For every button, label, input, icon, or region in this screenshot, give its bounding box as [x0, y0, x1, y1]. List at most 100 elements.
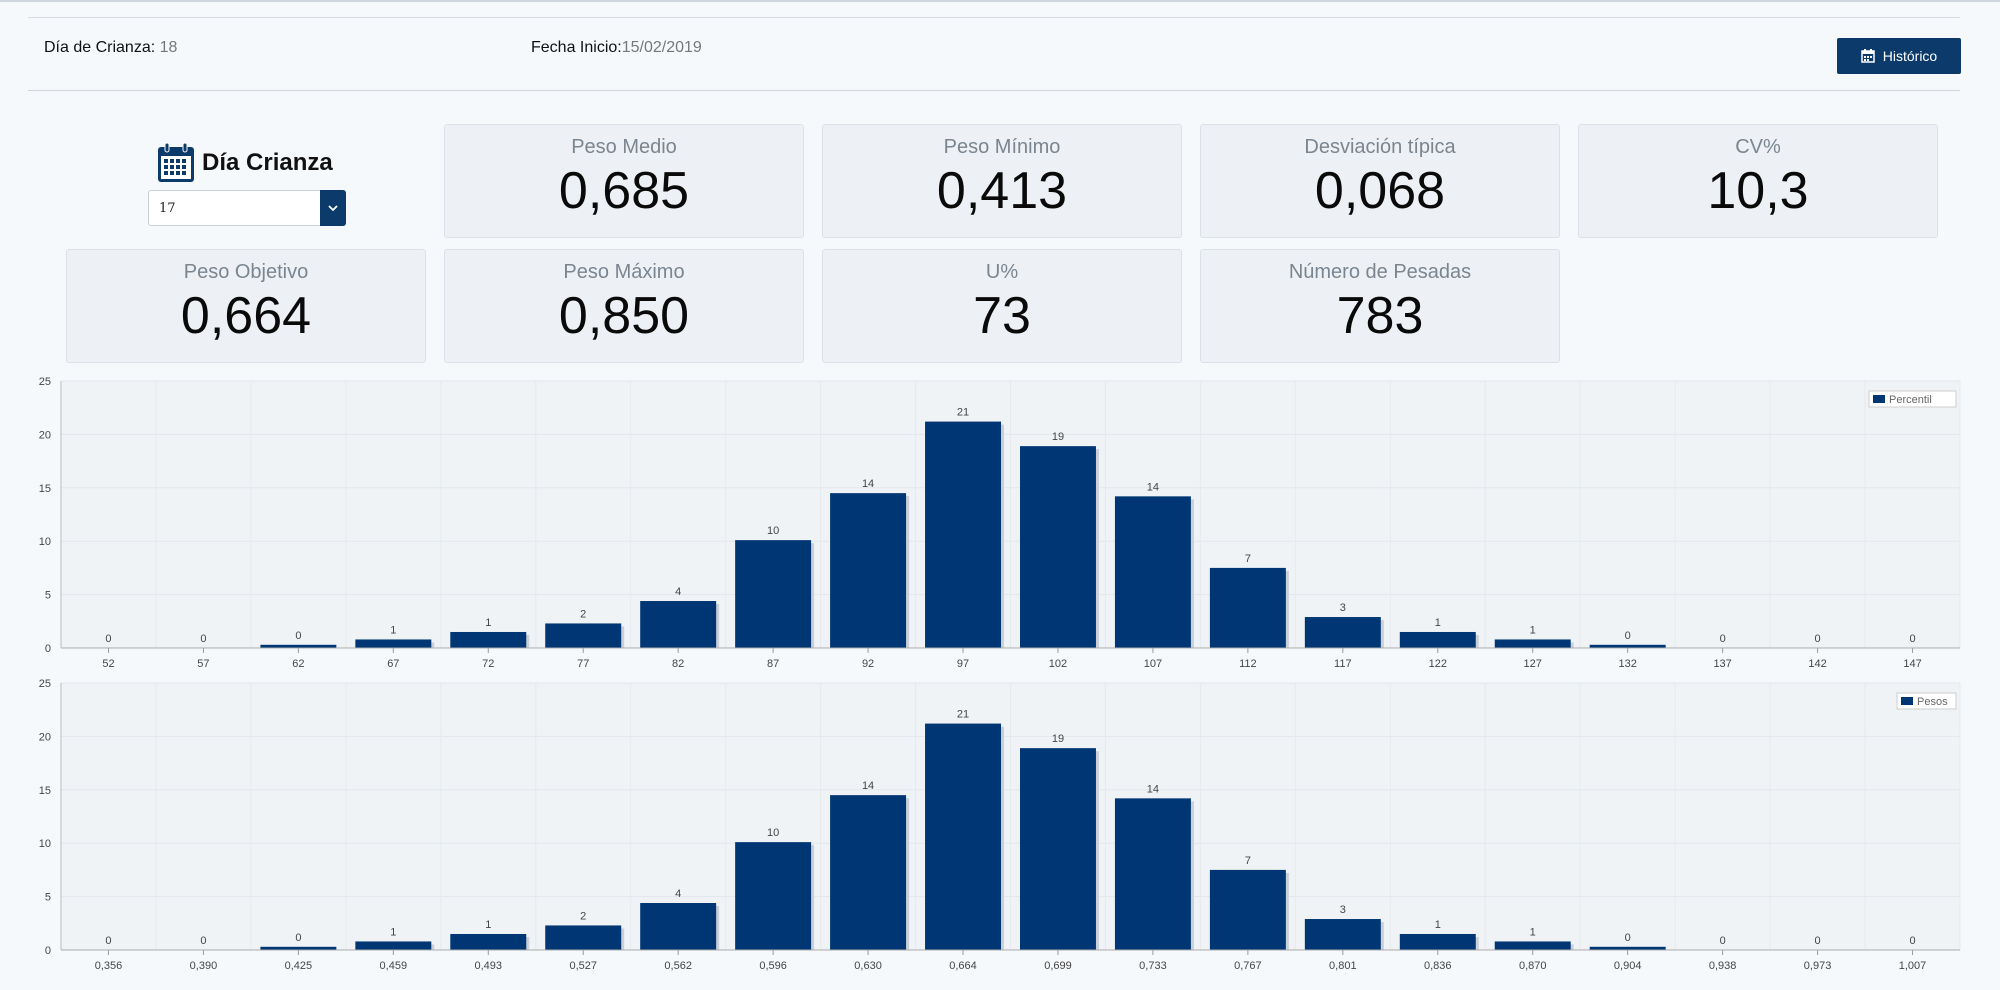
legend-box	[1868, 390, 1957, 408]
top-border	[0, 0, 2000, 2]
data-label: 0	[200, 633, 206, 645]
bar	[1399, 631, 1476, 648]
bar	[1209, 567, 1286, 648]
data-label: 1	[390, 926, 396, 938]
x-tick-label: 97	[957, 658, 969, 670]
desviacion-value: 0,068	[1314, 162, 1446, 220]
data-label: 14	[1147, 481, 1159, 493]
x-tick-label: 67	[387, 658, 399, 670]
peso-medio-label: Peso Medio	[571, 136, 677, 158]
data-label: 10	[767, 525, 779, 537]
legend-swatch	[1901, 697, 1913, 705]
x-tick-label: 0,562	[664, 960, 692, 972]
x-tick-label: 0,425	[285, 960, 313, 972]
x-tick-label: 77	[577, 658, 589, 670]
percentil-chart-svg: 0510152025052057062167172277482108714922…	[39, 376, 1961, 670]
bar	[640, 903, 717, 950]
x-tick-label: 0,801	[1329, 960, 1357, 972]
data-label: 0	[105, 633, 111, 645]
page-header: Día de Crianza: 18 Fecha Inicio:15/02/20…	[28, 17, 1961, 91]
card-desviacion: Desviación típica 0,068	[1200, 124, 1560, 238]
bar	[545, 925, 622, 950]
bar	[830, 795, 907, 950]
percentil-chart: 0 5 10 15 20 25 0 52 0 57 0 62 1 67 1 72 2 77 4 82 10 87 14 92 2…	[0, 372, 2000, 672]
data-label: 21	[957, 407, 969, 419]
x-tick-label: 0,493	[475, 960, 503, 972]
fecha-inicio-label: Fecha Inicio:	[531, 39, 622, 56]
bar	[735, 842, 812, 950]
data-label: 0	[295, 932, 301, 944]
bar	[1589, 946, 1666, 950]
y-tick-label: 20	[39, 731, 51, 743]
data-label: 4	[675, 586, 681, 598]
x-tick-label: 0,596	[759, 960, 787, 972]
bar	[1304, 919, 1381, 950]
data-label: 0	[1815, 935, 1821, 947]
data-label: 0	[1720, 633, 1726, 645]
fecha-inicio-value: 15/02/2019	[621, 39, 702, 56]
y-tick-label: 0	[45, 945, 51, 957]
data-label: 1	[485, 919, 491, 931]
bar	[1209, 869, 1286, 950]
data-label: 1	[485, 617, 491, 629]
u-value: 73	[973, 287, 1031, 345]
selector-title-text: Día Crianza	[202, 149, 333, 176]
dia-crianza-selector: Día Crianza 17	[148, 142, 348, 226]
data-label: 0	[1625, 630, 1631, 642]
x-tick-label: 72	[482, 658, 494, 670]
data-label: 7	[1245, 553, 1251, 565]
data-label: 4	[675, 888, 681, 900]
x-tick-label: 92	[862, 658, 874, 670]
num-pesadas-value: 783	[1336, 287, 1424, 345]
x-tick-label: 0,904	[1614, 960, 1642, 972]
x-tick-label: 0,527	[569, 960, 597, 972]
data-label: 1	[1530, 624, 1536, 636]
bar	[735, 540, 812, 648]
y-tick-label: 5	[45, 590, 51, 602]
bar	[260, 946, 337, 950]
cv-value: 10,3	[1707, 162, 1809, 220]
data-label: 0	[1909, 935, 1915, 947]
bar	[1589, 644, 1666, 648]
y-tick-label: 20	[39, 429, 51, 441]
card-peso-minimo: Peso Mínimo 0,413	[822, 124, 1182, 238]
y-tick-label: 0	[45, 643, 51, 655]
dia-crianza-value: 18	[159, 39, 178, 56]
bar	[1019, 446, 1096, 648]
legend-label: Pesos	[1917, 696, 1948, 708]
data-label: 0	[295, 630, 301, 642]
data-label: 3	[1340, 904, 1346, 916]
bar	[355, 941, 432, 950]
data-label: 1	[1530, 926, 1536, 938]
x-tick-label: 62	[292, 658, 304, 670]
data-label: 0	[105, 935, 111, 947]
data-label: 19	[1052, 431, 1064, 443]
bar	[925, 421, 1002, 648]
legend-swatch	[1873, 395, 1885, 403]
bar	[1304, 617, 1381, 648]
data-label: 14	[862, 780, 874, 792]
cv-label: CV%	[1735, 136, 1781, 158]
data-label: 14	[862, 478, 874, 490]
peso-maximo-label: Peso Máximo	[563, 261, 685, 283]
calendar-icon	[1861, 49, 1875, 63]
data-label: 2	[580, 910, 586, 922]
x-tick-label: 147	[1903, 658, 1921, 670]
bar	[450, 933, 527, 950]
x-tick-label: 0,836	[1424, 960, 1452, 972]
x-tick-label: 102	[1049, 658, 1067, 670]
dropdown-value: 17	[159, 201, 176, 216]
x-tick-label: 57	[197, 658, 209, 670]
fecha-inicio-field: Fecha Inicio:15/02/2019	[531, 39, 702, 57]
peso-medio-value: 0,685	[558, 162, 690, 220]
historico-button[interactable]: Histórico	[1837, 38, 1961, 74]
dia-crianza-dropdown[interactable]: 17	[148, 190, 346, 226]
x-tick-label: 0,356	[95, 960, 123, 972]
x-tick-label: 112	[1239, 658, 1257, 670]
x-tick-label: 132	[1618, 658, 1636, 670]
dia-crianza-label: Día de Crianza:	[44, 39, 156, 56]
x-tick-label: 107	[1144, 658, 1162, 670]
chevron-down-icon[interactable]	[320, 190, 346, 226]
x-tick-label: 0,870	[1519, 960, 1547, 972]
bar	[1494, 639, 1571, 648]
